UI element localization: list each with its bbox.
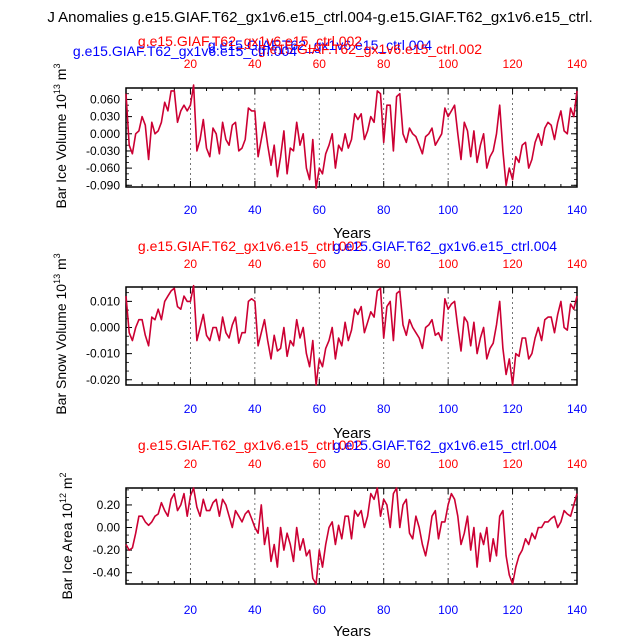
x-tick-label-bottom: 140 <box>567 402 587 416</box>
x-tick-label-bottom: 20 <box>184 203 198 217</box>
x-tick-label-top: 40 <box>248 457 262 471</box>
x-tick-label-top: 60 <box>313 257 327 271</box>
x-tick-label-bottom: 120 <box>503 603 523 617</box>
series-line <box>125 84 578 189</box>
x-tick-label-bottom: 40 <box>248 402 262 416</box>
y-tick-label: 0.010 <box>90 294 120 308</box>
ylabel: Bar Ice Volume 1013 m3 <box>52 64 69 209</box>
x-tick-label-bottom: 80 <box>377 603 391 617</box>
x-tick-label-bottom: 100 <box>438 603 458 617</box>
top-label-red-left: g.e15.GIAF.T62_gx1v6.e15_ctrl.002 <box>138 33 362 49</box>
x-tick-label-top: 120 <box>503 457 523 471</box>
top-label-red: g.e15.GIAF.T62_gx1v6.e15_ctrl.002 <box>258 41 482 57</box>
x-tick-label-bottom: 140 <box>567 603 587 617</box>
top-label-red: g.e15.GIAF.T62_gx1v6.e15_ctrl.002 <box>138 238 362 254</box>
x-tick-label-bottom: 80 <box>377 402 391 416</box>
xlabel: Years <box>333 623 371 638</box>
x-tick-label-top: 120 <box>503 257 523 271</box>
x-tick-label-top: 140 <box>567 57 587 71</box>
x-tick-label-bottom: 100 <box>438 203 458 217</box>
x-tick-label-top: 20 <box>184 257 198 271</box>
x-tick-label-top: 100 <box>438 457 458 471</box>
top-label-blue: g.e15.GIAF.T62_gx1v6.e15_ctrl.004 <box>208 37 432 53</box>
axes-frame <box>125 286 578 386</box>
x-tick-label-top: 100 <box>438 257 458 271</box>
x-tick-label-top: 20 <box>184 57 198 71</box>
ylabel: Bar Snow Volume 1013 m3 <box>52 253 69 414</box>
x-tick-label-bottom: 20 <box>184 402 198 416</box>
top-label-blue-left: g.e15.GIAF.T62_gx1v6.e15_ctrl.004 <box>73 43 297 59</box>
x-tick-label-top: 60 <box>313 457 327 471</box>
y-tick-label: 0.000 <box>90 321 120 335</box>
figure-title: J Anomalies g.e15.GIAF.T62_gx1v6.e15_ctr… <box>47 9 592 26</box>
y-tick-label: 0.00 <box>97 521 121 535</box>
y-tick-label: -0.060 <box>86 161 120 175</box>
top-label-blue: g.e15.GIAF.T62_gx1v6.e15_ctrl.004 <box>333 437 557 453</box>
x-tick-label-top: 80 <box>377 457 391 471</box>
x-tick-label-top: 100 <box>438 57 458 71</box>
x-tick-label-top: 60 <box>313 57 327 71</box>
x-tick-label-bottom: 120 <box>503 402 523 416</box>
y-tick-label: -0.20 <box>93 543 121 557</box>
series-line <box>125 487 578 585</box>
y-tick-label: 0.060 <box>90 92 120 106</box>
panel-snow-volume: g.e15.GIAF.T62_gx1v6.e15_ctrl.002 g.e15.… <box>52 238 587 442</box>
x-tick-label-bottom: 60 <box>313 603 327 617</box>
x-tick-label-bottom: 100 <box>438 402 458 416</box>
x-tick-label-top: 80 <box>377 257 391 271</box>
x-tick-label-bottom: 60 <box>313 203 327 217</box>
top-label-blue: g.e15.GIAF.T62_gx1v6.e15_ctrl.004 <box>333 238 557 254</box>
y-tick-label: 0.030 <box>90 110 120 124</box>
x-tick-label-top: 120 <box>503 57 523 71</box>
y-tick-label: -0.030 <box>86 144 120 158</box>
panel-ice-volume: g.e15.GIAF.T62_gx1v6.e15_ctrl.004 g.e15.… <box>52 33 587 242</box>
ylabel: Bar Ice Area 1012 m2 <box>58 472 75 599</box>
y-tick-label: 0.20 <box>97 498 121 512</box>
x-tick-label-top: 40 <box>248 257 262 271</box>
top-label-red: g.e15.GIAF.T62_gx1v6.e15_ctrl.002 <box>138 437 362 453</box>
x-tick-label-top: 80 <box>377 57 391 71</box>
series-line <box>125 284 578 386</box>
xlabel: Years <box>333 425 371 442</box>
x-tick-label-top: 20 <box>184 457 198 471</box>
x-tick-label-bottom: 40 <box>248 203 262 217</box>
y-tick-label: -0.020 <box>86 373 120 387</box>
x-tick-label-bottom: 40 <box>248 603 262 617</box>
x-tick-label-top: 40 <box>248 57 262 71</box>
x-tick-label-bottom: 60 <box>313 402 327 416</box>
xlabel: Years <box>333 225 371 242</box>
y-tick-label: -0.010 <box>86 347 120 361</box>
x-tick-label-bottom: 20 <box>184 603 198 617</box>
y-tick-label: 0.000 <box>90 127 120 141</box>
y-tick-label: -0.090 <box>86 178 120 192</box>
x-tick-label-bottom: 140 <box>567 203 587 217</box>
x-tick-label-bottom: 80 <box>377 203 391 217</box>
panel-ice-area: g.e15.GIAF.T62_gx1v6.e15_ctrl.002 g.e15.… <box>58 437 587 638</box>
y-tick-label: -0.40 <box>93 566 121 580</box>
x-tick-label-bottom: 120 <box>503 203 523 217</box>
x-tick-label-top: 140 <box>567 257 587 271</box>
x-tick-label-top: 140 <box>567 457 587 471</box>
